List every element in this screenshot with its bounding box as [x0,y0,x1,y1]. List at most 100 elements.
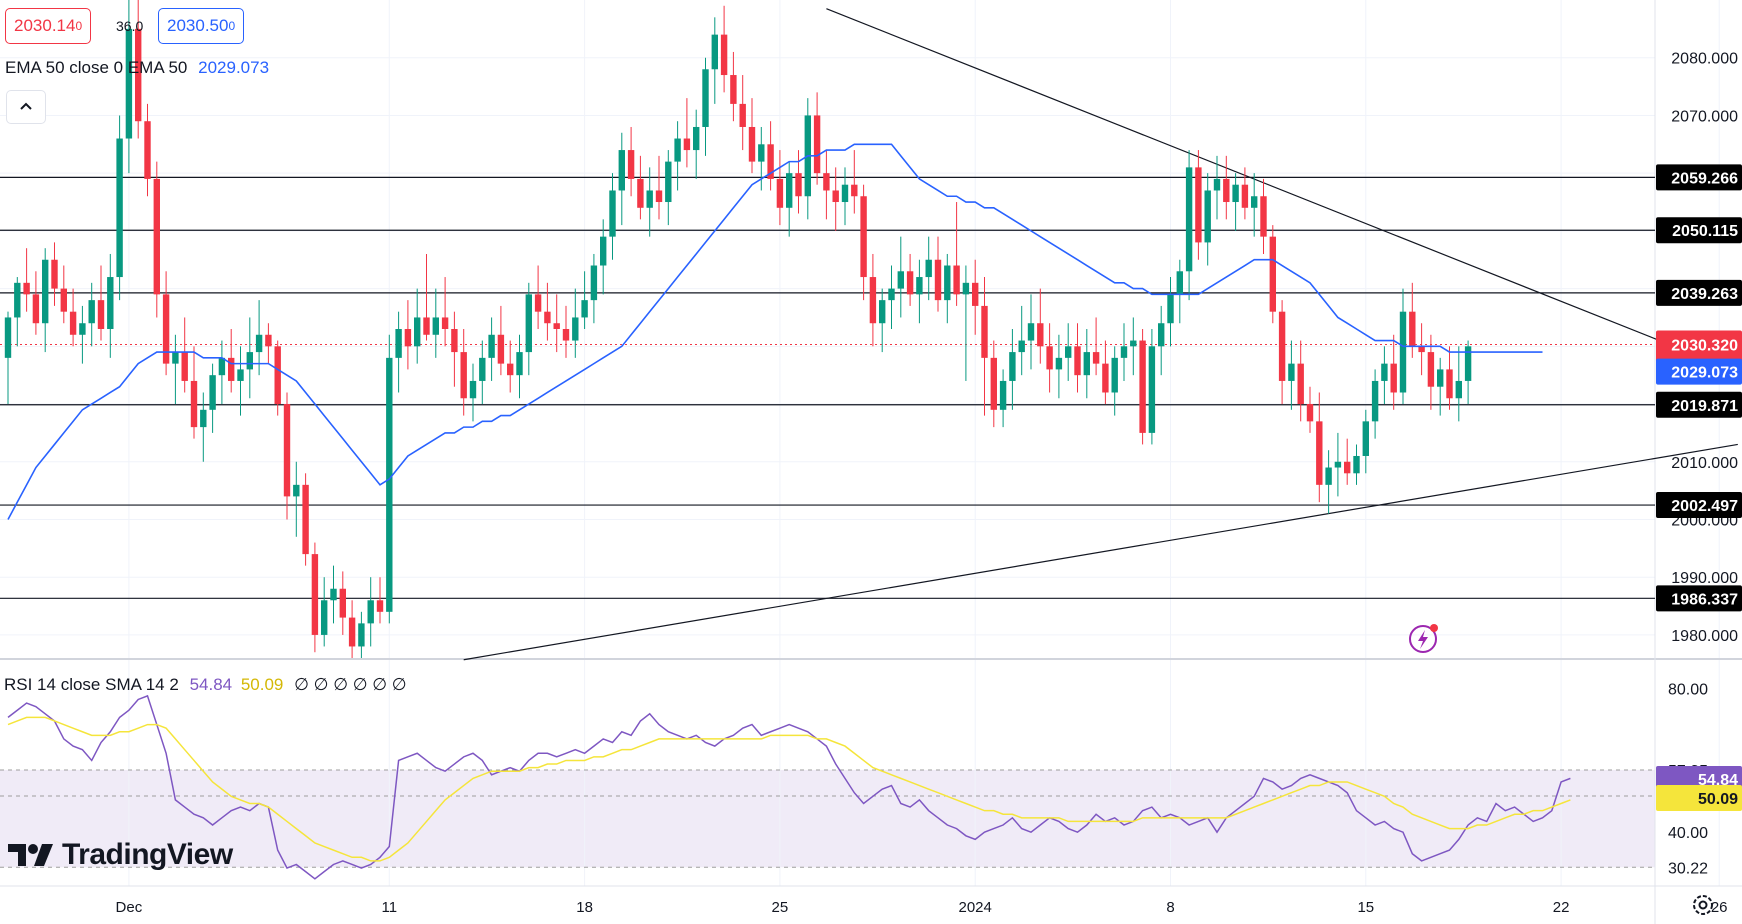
ema-axis-label-bg [1656,358,1742,385]
candle-body [1092,352,1100,364]
time-axis-tick: 8 [1166,899,1174,916]
candle-body [274,346,281,405]
candle-body [172,352,179,364]
sell-price-fraction: 0 [75,19,83,33]
candle-body [69,311,77,335]
candle-body [720,34,728,76]
candle-body [1325,467,1332,485]
time-axis-tick: 2024 [959,899,992,916]
rsi-legend-value: 54.84 [189,675,233,694]
candle-body [1046,346,1053,370]
tradingview-logo-icon [8,844,53,866]
candle-body [441,317,449,329]
candle-body [125,28,133,139]
candle-body [1353,455,1360,474]
candle-body [488,334,495,358]
candle-body [786,173,793,208]
time-axis-tick: 15 [1357,899,1374,916]
key-level-label-bg [1656,217,1742,244]
price-axis-tick: 1980.000 [1671,628,1738,645]
rsi-axis-tick: 80.00 [1668,682,1708,699]
candle-body [265,334,272,347]
candle-body [869,277,877,324]
candle-body [1120,346,1128,358]
candle-body [1213,178,1221,191]
time-axis-tick: 25 [772,899,789,916]
candle-body [1371,380,1379,422]
candle-body [972,282,979,306]
candle-body [1362,421,1369,456]
candle-body [748,126,756,162]
ema-legend[interactable]: EMA 50 close 0 EMA 50 2029.073 [5,58,269,78]
candle-body [841,184,849,203]
candle-body [1223,178,1230,203]
candle-body [23,282,30,295]
candle-body [665,161,672,203]
candle-body [683,138,691,151]
candle-body [823,173,830,191]
candle-body [423,317,430,335]
price-axis-tick: 1990.000 [1671,570,1738,587]
rsi-axis-tick: 40.00 [1668,825,1708,842]
upper-trendline [826,8,1739,373]
candle-body [97,300,105,329]
candle-body [1232,184,1239,203]
current-price-label: 2030.320 [1671,337,1738,354]
candle-body [1381,363,1388,381]
candle-body [934,259,942,301]
rsi-band-label: 30.22 [1668,860,1708,877]
rsi-axis-label: 54.84 [1698,772,1738,789]
candle-body [79,323,86,335]
candle-body [1464,346,1472,381]
candle-body [1251,196,1258,208]
candle-body [953,265,960,295]
candle-body [897,271,904,289]
sell-price-box[interactable]: 2030.140 [5,8,92,44]
rsi-sma-axis-label-bg [1656,784,1742,811]
rsi-sma-legend-value: 50.09 [240,675,284,694]
candle-body [906,271,914,295]
tradingview-logo[interactable]: TradingView [8,838,233,872]
candle-body [451,329,458,353]
ema-legend-value: 2029.073 [198,58,270,77]
lightning-icon [1409,624,1438,653]
candle-body [655,190,663,203]
candle-body [330,588,337,601]
candle-body [553,323,560,329]
key-level-label: 2050.115 [1672,223,1738,240]
settings-gear-icon[interactable] [1690,892,1716,918]
candle-body [1278,311,1286,381]
rsi-legend[interactable]: RSI 14 close SMA 14 2 54.84 50.09 ∅ ∅ ∅ … [4,675,407,695]
lightning-icon-dot [1430,624,1438,632]
candle-body [1176,271,1183,295]
candle-body [860,196,867,278]
candle-body [1316,421,1323,485]
candle-body [572,317,579,341]
candle-body [674,138,681,162]
candle-body [144,121,151,179]
candle-body [228,357,235,381]
candle-body [190,380,198,428]
candle-body [1074,346,1081,376]
rsi-legend-name: RSI 14 close SMA 14 2 [4,675,179,694]
candle-body [916,277,923,295]
candle-body [135,28,142,122]
buy-price-box[interactable]: 2030.500 [158,8,245,44]
candle-body [395,329,402,358]
candle-body [758,144,765,162]
candle-body [246,352,253,370]
candle-body [702,69,709,127]
candle-body [1241,184,1249,208]
candle-body [376,600,384,612]
candle-body [293,484,300,497]
time-axis-tick: 11 [382,899,398,916]
collapse-legend-button[interactable] [6,90,46,124]
buy-price-fraction: 0 [228,19,236,33]
key-level-label-bg [1656,164,1742,191]
candle-body [460,352,467,399]
candle-body [627,150,635,179]
candle-body [962,282,970,295]
buy-price: 2030.50 [167,16,229,35]
lightning-icon-bolt [1418,630,1428,649]
